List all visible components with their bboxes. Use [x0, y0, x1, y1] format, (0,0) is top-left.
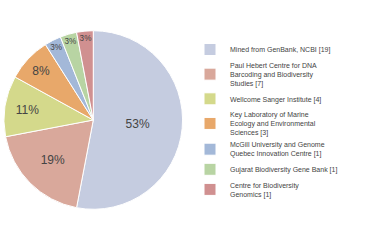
svg-text:Gujarat Biodiversity Gene Bank: Gujarat Biodiversity Gene Bank [1] [230, 166, 337, 174]
svg-text:53%: 53% [126, 117, 150, 131]
svg-text:Centre for BiodiversityGenomic: Centre for BiodiversityGenomics [1] [230, 182, 299, 199]
svg-text:3%: 3% [80, 34, 92, 43]
svg-text:Wellcome Sanger Institute [4]: Wellcome Sanger Institute [4] [230, 96, 321, 104]
svg-text:19%: 19% [41, 153, 65, 167]
svg-text:3%: 3% [65, 37, 77, 46]
svg-text:Key Laboratory of MarineEcolog: Key Laboratory of MarineEcology and Envi… [230, 111, 316, 137]
svg-text:8%: 8% [32, 64, 50, 78]
svg-text:11%: 11% [16, 103, 39, 117]
svg-text:McGill University and GenomeQu: McGill University and GenomeQuebec Innov… [230, 141, 325, 158]
svg-text:3%: 3% [50, 43, 62, 52]
svg-text:Paul Hebert Centre for DNABarc: Paul Hebert Centre for DNABarcoding and … [230, 62, 317, 88]
svg-text:Mined from GenBank, NCBI [19]: Mined from GenBank, NCBI [19] [230, 46, 330, 54]
